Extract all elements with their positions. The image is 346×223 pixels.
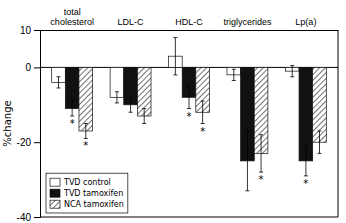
significance-star: * [259,174,264,185]
y-tick-label: -40 [17,212,32,223]
y-tick: 0 [25,62,40,73]
legend-item: TVD tamoxifen [50,189,123,198]
legend-swatch [50,178,60,186]
error-bar [290,66,294,77]
legend-label: TVD tamoxifen [63,189,123,198]
y-tick-label: -20 [17,137,32,148]
error-bar [115,92,119,103]
legend-label: NCA tamoxifen [64,200,124,209]
error-bar [232,69,236,80]
significance-star: * [70,118,75,129]
error-bar [317,131,321,153]
y-axis-title: %change [2,100,13,146]
frame-right [338,30,339,217]
x-tick: triglycerides [223,17,272,30]
category-label: HDL-C [175,17,203,27]
significance-star: * [303,178,308,189]
significance-star: * [200,126,205,137]
bar [79,67,93,131]
error-bar [304,146,308,176]
x-axis: totalcholesterol LDL-C HDL-C triglycerides L… [41,7,339,31]
y-tick-mark [34,142,40,143]
y-tick: -20 [17,137,40,148]
error-bar [57,77,61,88]
y-tick-label: 10 [20,25,32,36]
legend-item: TVD control [50,178,111,187]
y-tick-label: 0 [25,62,31,73]
legend: TVD control TVD tamoxifen NCA tamoxifen [46,173,128,213]
category-label: Lp(a) [295,17,316,27]
error-bar [70,101,74,116]
category-label: LDL-C [118,17,145,27]
error-bar [259,135,263,172]
x-axis-line [41,30,339,31]
x-tick: Lp(a) [295,17,316,30]
error-bar [129,97,133,112]
y-tick-mark [34,30,40,31]
y-tick-mark [34,217,40,218]
legend-label: TVD control [63,178,111,187]
x-tick: LDL-C [118,17,145,30]
y-axis: -40 -20 0 10 [17,25,41,223]
x-tick: HDL-C [175,17,203,30]
marks [40,37,338,190]
legend-frame [46,173,128,213]
error-bar [173,37,177,74]
y-tick-mark [34,67,40,68]
legend-swatch [50,200,60,208]
error-bar [201,101,205,123]
legend-swatch [50,189,60,197]
error-bar [187,86,191,108]
error-bar [142,109,146,124]
significance-star: * [83,140,88,151]
x-tick: totalcholesterol [50,7,94,30]
chart: -40 -20 0 10 totalcholesterol LDL-C HDL-C trigl… [0,0,346,223]
error-bar [84,124,88,139]
frame-bottom [40,217,338,218]
y-axis-line [34,31,41,218]
legend-item: NCA tamoxifen [50,200,124,209]
y-tick: 10 [20,25,40,36]
plot: -40 -20 0 10 totalcholesterol LDL-C HDL-C trigl… [17,7,339,223]
significance-star: * [187,111,192,122]
category-label: totalcholesterol [50,7,94,27]
error-bar [245,131,249,191]
y-tick: -40 [17,212,40,223]
category-label: triglycerides [223,17,272,27]
